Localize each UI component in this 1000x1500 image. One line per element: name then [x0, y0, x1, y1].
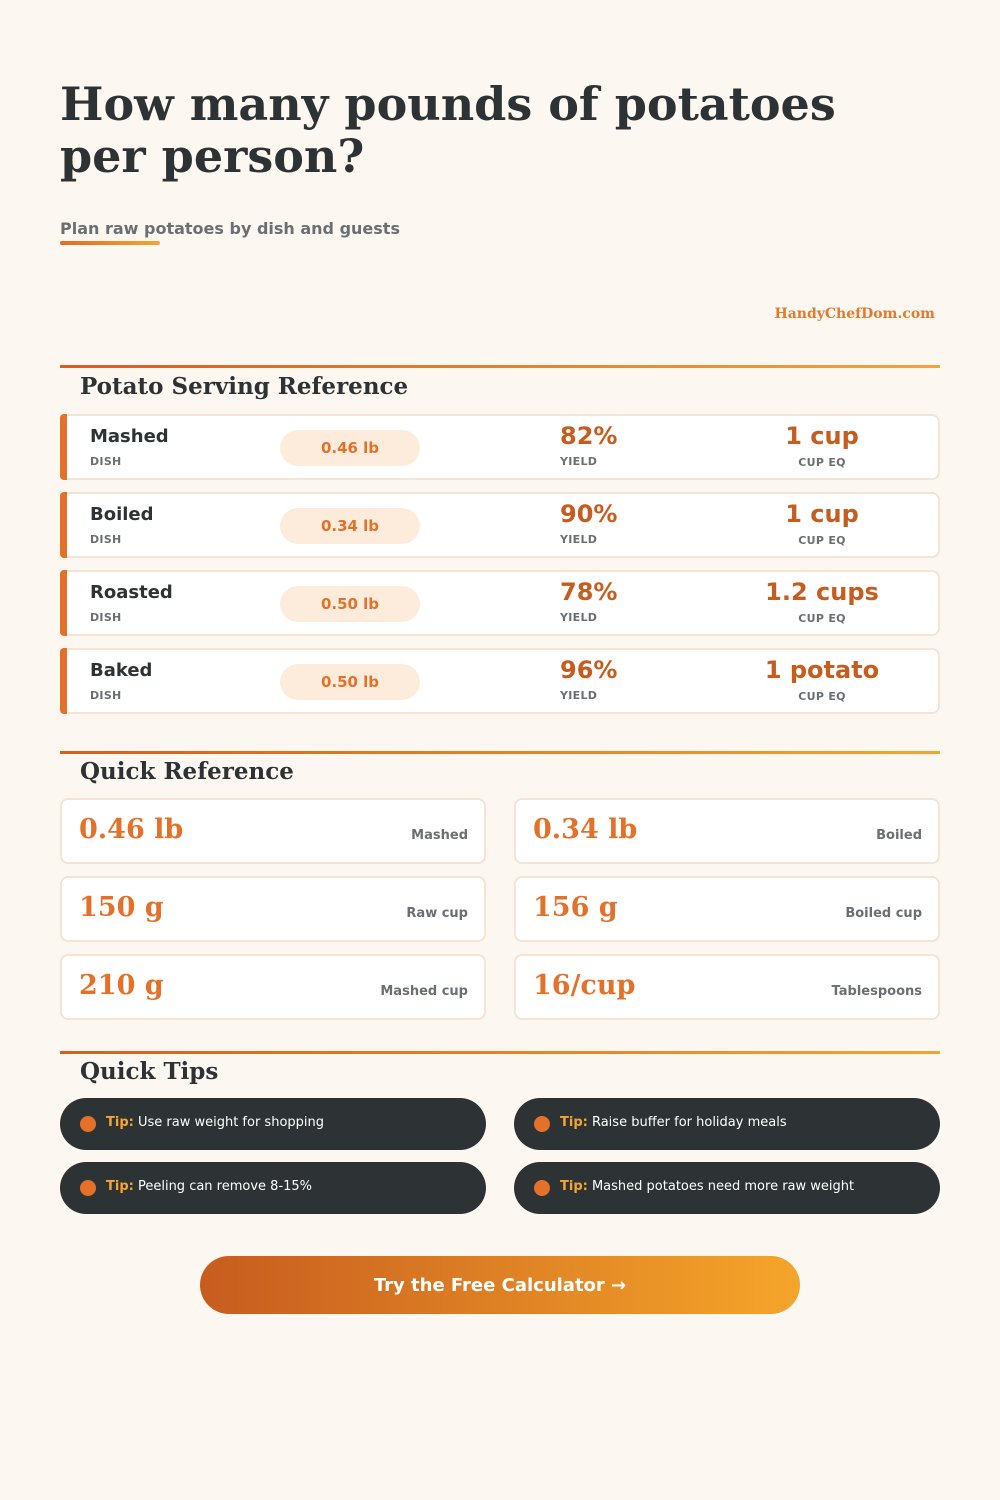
quick-ref-card: 156 g Boiled cup	[514, 876, 940, 942]
section-divider	[60, 1051, 940, 1054]
cup-value: 1 cup	[785, 500, 859, 528]
page-title: How many pounds of potatoes per person?	[60, 77, 836, 183]
yield-value: 96%	[560, 656, 618, 684]
bullet-dot-icon	[534, 1116, 550, 1132]
quick-reference-title: Quick Reference	[80, 758, 294, 785]
cup-column: 1 potato CUP EQ	[722, 656, 922, 703]
tip-body: Raise buffer for holiday meals	[591, 1115, 787, 1130]
cup-column: 1 cup CUP EQ	[722, 500, 922, 547]
quick-ref-card: 0.46 lb Mashed	[60, 798, 486, 864]
serving-row-boiled: Boiled DISH 0.34 lb 90% YIELD 1 cup CUP …	[60, 492, 940, 558]
yield-value: 82%	[560, 422, 618, 450]
section-divider	[60, 751, 940, 754]
cup-caption: CUP EQ	[798, 690, 846, 703]
yield-caption: YIELD	[560, 533, 598, 546]
cup-caption: CUP EQ	[798, 456, 846, 469]
tip-body: Use raw weight for shopping	[137, 1115, 325, 1130]
tip-text: Tip: Raise buffer for holiday meals	[560, 1115, 787, 1130]
row-accent	[60, 648, 67, 714]
quick-ref-label: Mashed	[411, 828, 468, 843]
dish-name: Mashed	[90, 426, 169, 447]
dish-caption: DISH	[90, 611, 122, 624]
weight-pill: 0.50 lb	[280, 664, 420, 700]
cup-caption: CUP EQ	[798, 612, 846, 625]
page-subtitle: Plan raw potatoes by dish and guests	[60, 219, 400, 238]
serving-row-baked: Baked DISH 0.50 lb 96% YIELD 1 potato CU…	[60, 648, 940, 714]
tip-prefix: Tip:	[560, 1115, 588, 1130]
tip-body: Mashed potatoes need more raw weight	[591, 1179, 855, 1194]
tip-card: Tip: Raise buffer for holiday meals	[514, 1098, 940, 1150]
quick-ref-value: 0.34 lb	[533, 814, 638, 845]
brand-name: HandyChefDom.com	[774, 306, 936, 322]
bullet-dot-icon	[80, 1180, 96, 1196]
section-divider	[60, 365, 940, 368]
quick-ref-label: Boiled	[876, 828, 922, 843]
yield-caption: YIELD	[560, 455, 598, 468]
cup-value: 1.2 cups	[765, 578, 879, 606]
quick-ref-card: 150 g Raw cup	[60, 876, 486, 942]
row-accent	[60, 414, 67, 480]
quick-ref-card: 0.34 lb Boiled	[514, 798, 940, 864]
infographic: How many pounds of potatoes per person? …	[60, 0, 940, 1500]
calculator-cta-button[interactable]: Try the Free Calculator →	[200, 1256, 800, 1314]
quick-ref-value: 156 g	[533, 892, 618, 923]
weight-pill: 0.34 lb	[280, 508, 420, 544]
cup-value: 1 potato	[764, 656, 880, 684]
yield-caption: YIELD	[560, 689, 598, 702]
tip-prefix: Tip:	[106, 1179, 134, 1194]
row-accent	[60, 570, 67, 636]
weight-pill: 0.50 lb	[280, 586, 420, 622]
cup-column: 1 cup CUP EQ	[722, 422, 922, 469]
quick-ref-label: Boiled cup	[845, 906, 922, 921]
tip-text: Tip: Mashed potatoes need more raw weigh…	[560, 1179, 854, 1194]
quick-tips-title: Quick Tips	[80, 1058, 219, 1085]
cup-caption: CUP EQ	[798, 534, 846, 547]
serving-row-mashed: Mashed DISH 0.46 lb 82% YIELD 1 cup CUP …	[60, 414, 940, 480]
yield-value: 78%	[560, 578, 618, 606]
dish-name: Boiled	[90, 504, 154, 525]
serving-reference-title: Potato Serving Reference	[80, 373, 409, 400]
dish-caption: DISH	[90, 533, 122, 546]
tip-card: Tip: Mashed potatoes need more raw weigh…	[514, 1162, 940, 1214]
dish-name: Roasted	[90, 582, 173, 603]
yield-value: 90%	[560, 500, 618, 528]
row-accent	[60, 492, 67, 558]
quick-ref-label: Tablespoons	[831, 984, 922, 999]
quick-ref-card: 16/cup Tablespoons	[514, 954, 940, 1020]
tip-body: Peeling can remove 8-15%	[137, 1179, 313, 1194]
bullet-dot-icon	[534, 1180, 550, 1196]
weight-pill: 0.46 lb	[280, 430, 420, 466]
quick-ref-value: 210 g	[79, 970, 164, 1001]
tip-card: Tip: Peeling can remove 8-15%	[60, 1162, 486, 1214]
quick-ref-card: 210 g Mashed cup	[60, 954, 486, 1020]
quick-ref-label: Raw cup	[406, 906, 468, 921]
bullet-dot-icon	[80, 1116, 96, 1132]
subtitle-underline	[60, 241, 160, 245]
serving-row-roasted: Roasted DISH 0.50 lb 78% YIELD 1.2 cups …	[60, 570, 940, 636]
dish-name: Baked	[90, 660, 153, 681]
tip-text: Tip: Peeling can remove 8-15%	[106, 1179, 312, 1194]
dish-caption: DISH	[90, 455, 122, 468]
yield-caption: YIELD	[560, 611, 598, 624]
tip-prefix: Tip:	[106, 1115, 134, 1130]
cup-value: 1 cup	[785, 422, 859, 450]
quick-ref-value: 0.46 lb	[79, 814, 184, 845]
quick-ref-value: 16/cup	[533, 970, 636, 1001]
dish-caption: DISH	[90, 689, 122, 702]
quick-ref-value: 150 g	[79, 892, 164, 923]
cup-column: 1.2 cups CUP EQ	[722, 578, 922, 625]
tip-prefix: Tip:	[560, 1179, 588, 1194]
tip-card: Tip: Use raw weight for shopping	[60, 1098, 486, 1150]
quick-ref-label: Mashed cup	[380, 984, 468, 999]
tip-text: Tip: Use raw weight for shopping	[106, 1115, 324, 1130]
